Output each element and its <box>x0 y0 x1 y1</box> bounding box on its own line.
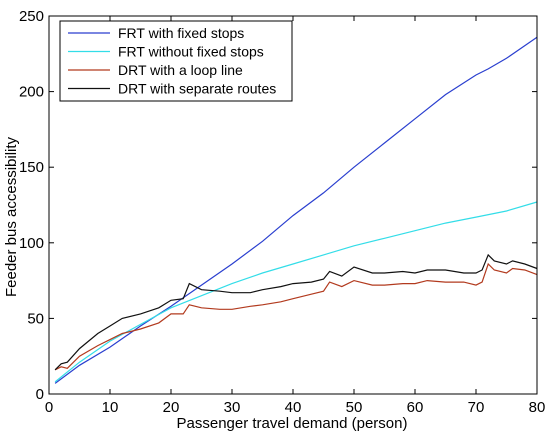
legend-label-1: FRT without fixed stops <box>118 44 264 60</box>
y-tick-label: 0 <box>36 386 44 403</box>
y-tick-label: 250 <box>19 8 44 25</box>
y-tick-label: 50 <box>27 310 44 327</box>
x-tick-label: 20 <box>163 399 180 416</box>
x-tick-label: 10 <box>102 399 119 416</box>
x-tick-label: 60 <box>407 399 424 416</box>
legend-box <box>59 20 293 102</box>
legend-label-0: FRT with fixed stops <box>118 25 244 41</box>
x-tick-label: 80 <box>529 399 546 416</box>
series-line-1 <box>54 201 538 383</box>
plot-area <box>54 36 538 384</box>
series-line-0 <box>54 36 538 384</box>
legend-label-2: DRT with a loop line <box>118 62 243 78</box>
series-line-3 <box>54 253 538 371</box>
x-tick-label: 30 <box>224 399 241 416</box>
x-tick-label: 70 <box>468 399 485 416</box>
axes: 0 10 20 30 40 50 60 70 80 0 50 100 150 200 250 <box>19 8 545 416</box>
x-tick-label: 40 <box>285 399 302 416</box>
x-tick-label: 0 <box>45 399 53 416</box>
x-tick-label: 50 <box>346 399 363 416</box>
series-line-2 <box>54 262 538 371</box>
x-axis-label: Passenger travel demand (person) <box>177 415 408 432</box>
y-tick-label: 100 <box>19 235 44 252</box>
legend-label-3: DRT with separate routes <box>118 81 276 97</box>
y-axis-label: Feeder bus accessibility <box>3 136 20 297</box>
legend: FRT with fixed stops FRT without fixed st… <box>59 20 293 102</box>
y-tick-label: 200 <box>19 84 44 101</box>
y-tick-label: 150 <box>19 159 44 176</box>
